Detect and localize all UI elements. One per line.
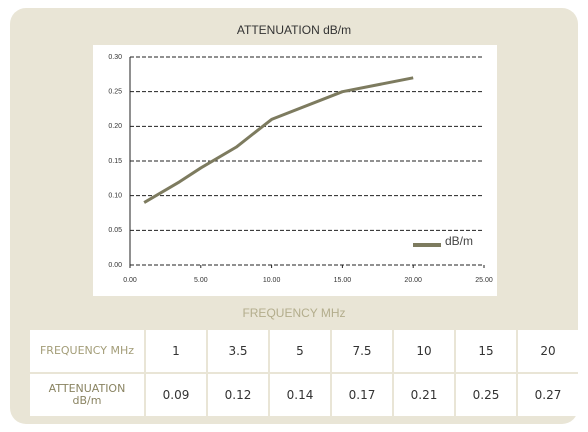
table-cell: 1 [146,330,206,372]
x-tick-label: 20.00 [404,277,422,284]
table-cell: 7.5 [332,330,392,372]
table-cell: 0.25 [456,374,516,416]
plot-background [93,45,497,296]
x-tick-label: 5.00 [194,277,208,284]
legend-label: dB/m [445,234,473,248]
table-cell: 0.21 [394,374,454,416]
x-tick-label: 10.00 [263,277,281,284]
row-header: FREQUENCY MHz [30,330,144,372]
table-cell: 5 [270,330,330,372]
y-tick-label: 0.00 [108,262,122,269]
y-tick-label: 0.10 [108,193,122,200]
y-tick-label: 0.20 [108,123,122,130]
x-tick-label: 0.00 [123,277,137,284]
chart-title: ATTENUATION dB/m [237,23,351,37]
table-cell: 10 [394,330,454,372]
y-tick-label: 0.15 [108,158,122,165]
table-cell: 0.17 [332,374,392,416]
x-axis-label: FREQUENCY MHz [242,306,345,320]
y-tick-label: 0.25 [108,89,122,96]
table-cell: 0.12 [208,374,268,416]
table-row: FREQUENCY MHz 1 3.5 5 7.5 10 15 20 [30,330,578,372]
data-table: FREQUENCY MHz 1 3.5 5 7.5 10 15 20 ATTENUATION d… [28,328,580,418]
table-cell: 15 [456,330,516,372]
x-tick-label: 25.00 [475,277,493,284]
table-cell: 3.5 [208,330,268,372]
table-cell: 20 [518,330,578,372]
table-row: ATTENUATION dB/m 0.09 0.12 0.14 0.17 0.21 0.25… [30,374,578,416]
x-tick-label: 15.00 [334,277,352,284]
table-cell: 0.14 [270,374,330,416]
data-line [143,76,414,204]
table-cell: 0.09 [146,374,206,416]
y-tick-label: 0.30 [108,54,122,61]
y-tick-label: 0.05 [108,227,122,234]
table-cell: 0.27 [518,374,578,416]
row-header: ATTENUATION dB/m [30,374,144,416]
